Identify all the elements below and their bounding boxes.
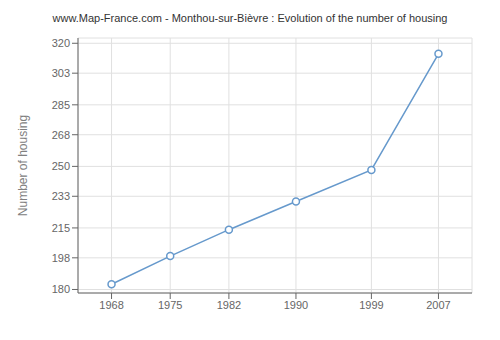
html-text:www.Map-France.com - Monthou-s: www.Map-France.com - Monthou-sur-Bièvre …	[52, 12, 448, 24]
svg-text:198: 198	[52, 252, 70, 264]
svg-text:1982: 1982	[217, 299, 241, 311]
svg-text:2007: 2007	[426, 299, 450, 311]
svg-text:1968: 1968	[99, 299, 123, 311]
svg-text:1975: 1975	[158, 299, 182, 311]
svg-text:Number of housing: Number of housing	[16, 115, 30, 216]
svg-text:1990: 1990	[284, 299, 308, 311]
svg-text:285: 285	[52, 99, 70, 111]
svg-text:303: 303	[52, 67, 70, 79]
svg-text:268: 268	[52, 129, 70, 141]
svg-text:233: 233	[52, 190, 70, 202]
svg-text:180: 180	[52, 283, 70, 295]
svg-text:320: 320	[52, 37, 70, 49]
svg-text:250: 250	[52, 160, 70, 172]
svg-text:215: 215	[52, 222, 70, 234]
svg-text:1999: 1999	[359, 299, 383, 311]
